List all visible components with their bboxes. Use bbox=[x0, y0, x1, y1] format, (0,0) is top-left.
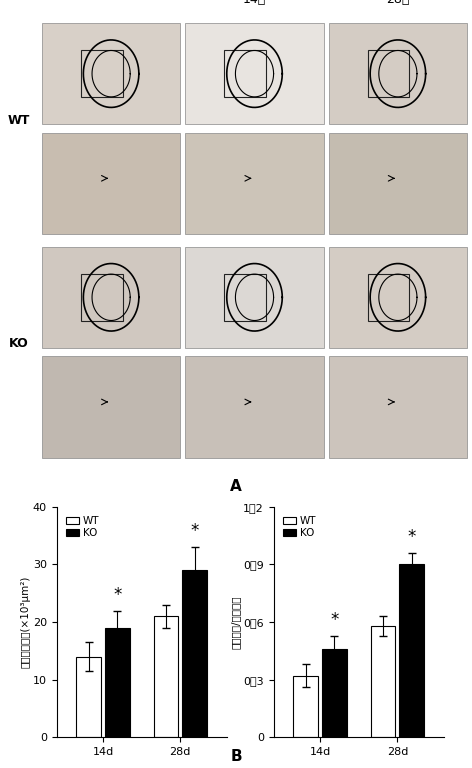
FancyBboxPatch shape bbox=[329, 356, 467, 458]
Bar bbox=[225, 274, 266, 320]
Text: KO: KO bbox=[8, 337, 28, 350]
FancyBboxPatch shape bbox=[329, 247, 467, 348]
Bar bbox=[368, 51, 409, 97]
FancyBboxPatch shape bbox=[329, 23, 467, 124]
Bar bbox=[294, 676, 318, 737]
Text: B: B bbox=[230, 749, 242, 764]
FancyBboxPatch shape bbox=[185, 133, 324, 234]
Bar bbox=[153, 616, 178, 737]
Bar bbox=[81, 51, 123, 97]
FancyBboxPatch shape bbox=[185, 356, 324, 458]
Text: *: * bbox=[407, 528, 416, 546]
Bar bbox=[399, 564, 424, 737]
Bar bbox=[322, 649, 347, 737]
FancyBboxPatch shape bbox=[185, 247, 324, 348]
Text: 14天: 14天 bbox=[243, 0, 266, 6]
Bar bbox=[81, 274, 123, 320]
Bar bbox=[182, 570, 207, 737]
FancyBboxPatch shape bbox=[42, 356, 180, 458]
FancyBboxPatch shape bbox=[42, 133, 180, 234]
FancyBboxPatch shape bbox=[329, 133, 467, 234]
FancyBboxPatch shape bbox=[42, 23, 180, 124]
Text: *: * bbox=[190, 522, 199, 541]
Text: A: A bbox=[230, 478, 242, 494]
Bar bbox=[225, 51, 266, 97]
Text: *: * bbox=[330, 611, 338, 629]
Y-axis label: 内膜面积/中膜面积: 内膜面积/中膜面积 bbox=[230, 595, 241, 649]
Bar bbox=[368, 274, 409, 320]
Text: *: * bbox=[113, 586, 121, 604]
Y-axis label: 新生内膜面积(×10³μm²): 新生内膜面积(×10³μm²) bbox=[20, 576, 30, 668]
Legend: WT, KO: WT, KO bbox=[279, 512, 320, 542]
Bar bbox=[105, 628, 130, 737]
FancyBboxPatch shape bbox=[42, 247, 180, 348]
Bar bbox=[371, 626, 396, 737]
Text: WT: WT bbox=[8, 114, 30, 127]
Legend: WT, KO: WT, KO bbox=[62, 512, 103, 542]
Bar bbox=[76, 657, 101, 737]
Text: 28天: 28天 bbox=[386, 0, 410, 6]
FancyBboxPatch shape bbox=[185, 23, 324, 124]
